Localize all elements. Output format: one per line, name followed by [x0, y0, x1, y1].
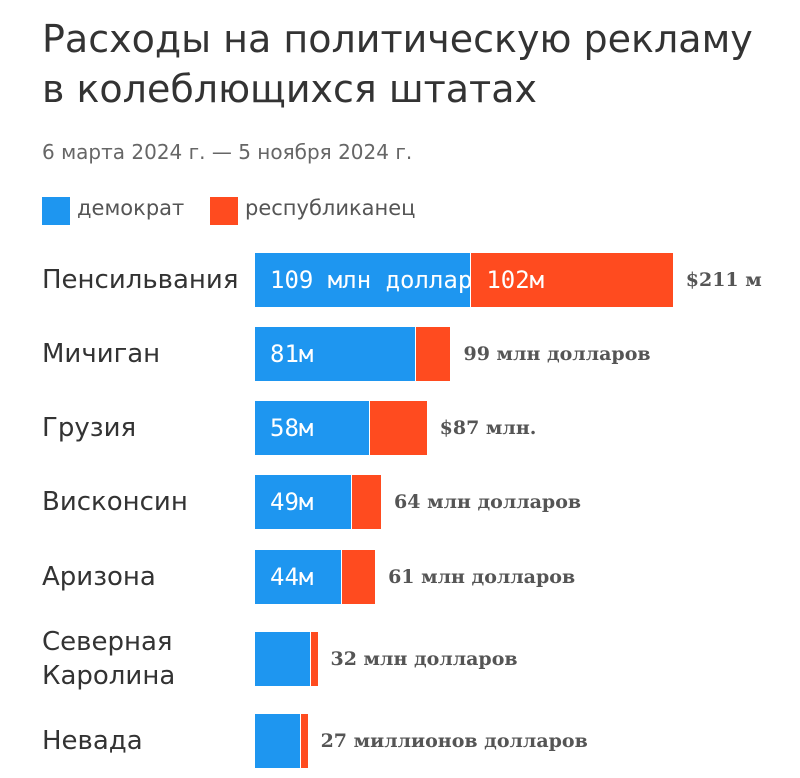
category-label: Висконсин	[42, 487, 188, 517]
bar-segment	[342, 550, 377, 604]
total-label: 32 млн долларов	[330, 648, 518, 670]
legend-swatch	[210, 197, 238, 225]
legend-swatch	[42, 197, 70, 225]
bar-segment	[352, 475, 383, 529]
bar-segment	[255, 401, 371, 455]
total-label: $211 м	[685, 269, 762, 291]
value-label: 102м	[486, 266, 545, 294]
bar-segment	[255, 550, 343, 604]
total-label: 27 миллионов долларов	[320, 730, 588, 752]
bar-segment	[300, 714, 309, 768]
chart-title: Расходы на политическую рекламу в колебл…	[42, 17, 753, 111]
total-label: 61 млн долларов	[388, 566, 576, 588]
legend-label: демократ	[77, 196, 185, 220]
category-label: Мичиган	[42, 339, 161, 369]
value-label: 44м	[270, 563, 314, 591]
bar-segment	[370, 401, 428, 455]
bar-segment	[415, 327, 452, 381]
bar-segment	[255, 714, 301, 768]
bar-segment	[255, 632, 311, 686]
value-label: 58м	[270, 414, 314, 442]
bar-segment	[255, 253, 472, 307]
bar-segment	[255, 327, 416, 381]
category-label: Северная Каролина	[42, 627, 176, 691]
value-label: 109 млн долларов	[270, 266, 502, 294]
bar-segment	[471, 253, 674, 307]
chart-subtitle: 6 марта 2024 г. — 5 ноября 2024 г.	[42, 140, 413, 164]
category-label: Невада	[42, 726, 143, 756]
legend-label: республиканец	[245, 196, 416, 220]
category-label: Грузия	[42, 413, 137, 443]
bar-segment	[255, 475, 353, 529]
bar-segment	[310, 632, 319, 686]
value-label: 81м	[270, 340, 314, 368]
category-label: Пенсильвания	[42, 265, 239, 295]
total-label: 99 млн долларов	[463, 343, 651, 365]
total-label: 64 млн долларов	[394, 491, 582, 513]
category-label: Аризона	[42, 562, 156, 592]
total-label: $87 млн.	[439, 417, 537, 439]
value-label: 49м	[270, 488, 314, 516]
